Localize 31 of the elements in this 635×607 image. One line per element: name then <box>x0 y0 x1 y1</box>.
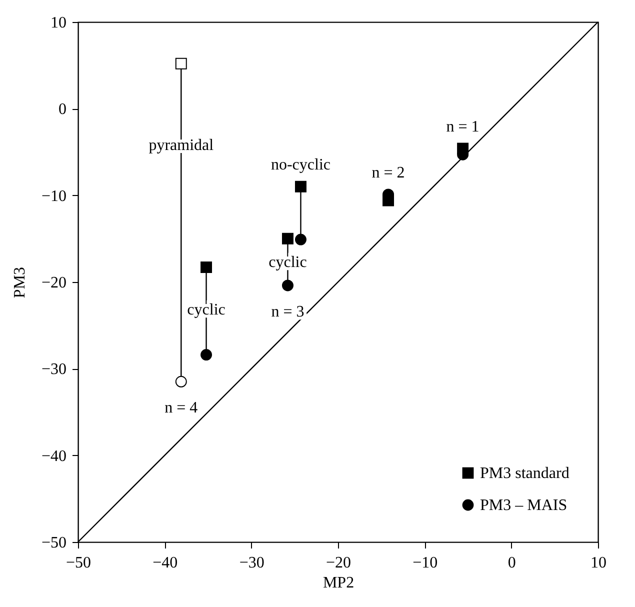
point <box>282 280 294 292</box>
point <box>294 180 306 192</box>
y-tick-label: 0 <box>58 101 66 118</box>
x-tick-label: −10 <box>412 554 438 572</box>
annotation: n = 3 <box>271 303 304 320</box>
x-tick-label: −30 <box>239 554 264 572</box>
y-tick-label: −10 <box>41 188 66 205</box>
point <box>282 232 294 244</box>
y-tick-label: −50 <box>41 534 66 552</box>
annotation: n = 2 <box>372 164 405 182</box>
x-tick-label: 10 <box>590 554 606 572</box>
annotation: no-cyclic <box>270 156 330 174</box>
y-tick-label: 10 <box>50 14 66 32</box>
point <box>294 234 306 246</box>
legend-label: PM3 – MAIS <box>480 497 568 514</box>
x-tick-label: −20 <box>326 554 352 572</box>
point <box>200 262 212 274</box>
x-tick-label: −40 <box>152 554 178 572</box>
point <box>175 376 187 388</box>
annotation: n = 1 <box>446 118 480 136</box>
y-axis-title: PM3 <box>11 266 28 298</box>
legend-label: PM3 standard <box>480 465 570 482</box>
y-tick-label: −20 <box>41 274 66 292</box>
point <box>175 58 187 70</box>
point <box>200 349 212 361</box>
x-axis-title: MP2 <box>322 574 354 592</box>
y-tick-label: −40 <box>41 448 66 465</box>
y-tick-label: −30 <box>41 361 66 378</box>
annotation: n = 4 <box>164 400 198 417</box>
x-tick-label: −50 <box>66 554 92 572</box>
x-tick-label: 0 <box>508 554 516 572</box>
